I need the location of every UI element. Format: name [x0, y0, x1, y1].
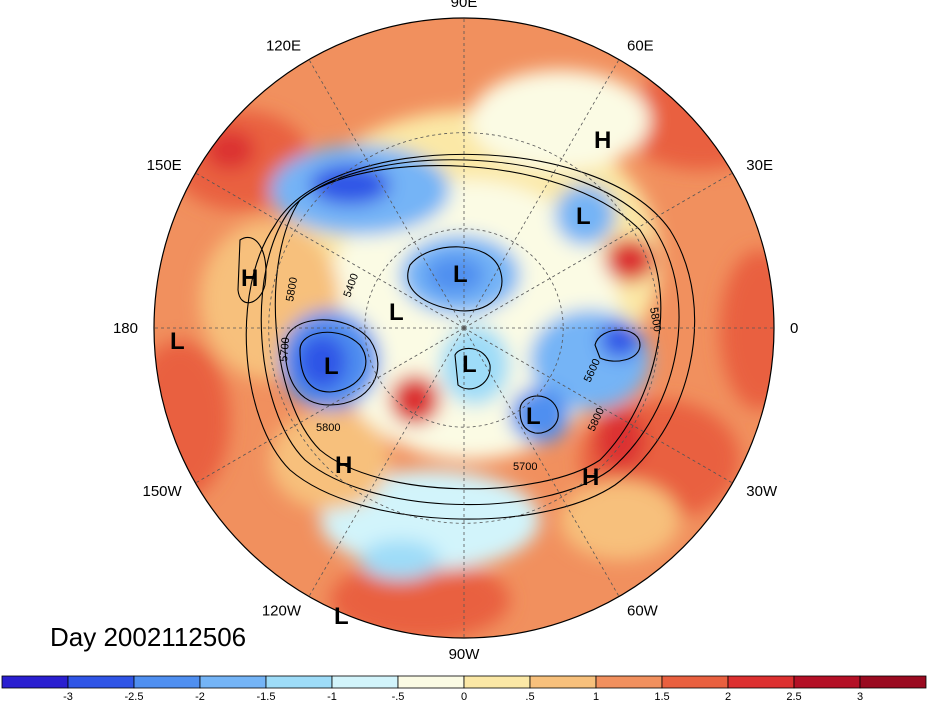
meridian-line	[463, 172, 733, 329]
high-pressure-center: H	[241, 265, 258, 292]
meridian-line	[308, 59, 465, 329]
colorbar-swatch	[859, 675, 927, 689]
colorbar-swatch	[793, 675, 861, 689]
meridian-line	[195, 172, 465, 329]
meridian-line	[195, 327, 465, 484]
colorbar-tick-label: 1	[593, 691, 599, 702]
colorbar: -3 -2.5 -2 -1.5 -1 -.5 0 .5 1 1.5 2 2.5 3	[1, 675, 927, 702]
colorbar-swatch	[661, 675, 729, 689]
latitude-circle	[364, 228, 564, 428]
colorbar-tick-label: 3	[857, 691, 863, 702]
graticule	[154, 18, 774, 638]
low-pressure-center: L	[526, 403, 541, 430]
longitude-label: 180	[113, 320, 138, 337]
colorbar-swatch	[529, 675, 597, 689]
map-title: Day 2002112506	[50, 622, 246, 652]
colorbar-swatch	[331, 675, 399, 689]
longitude-label: 90W	[449, 646, 481, 663]
colorbar-tick-label: .5	[525, 691, 534, 702]
colorbar-swatch	[463, 675, 531, 689]
meridian-line	[308, 327, 465, 597]
longitude-label: 90E	[451, 0, 478, 11]
pressure-centers: H H L L L L L L H H L L	[170, 127, 611, 630]
colorbar-tick-label: 2	[725, 691, 731, 702]
colorbar-swatch	[1, 675, 69, 689]
meridian-line	[463, 327, 620, 597]
low-pressure-center: L	[453, 261, 468, 288]
colorbar-swatch	[133, 675, 201, 689]
map-boundary	[153, 17, 775, 639]
longitude-label: 150W	[143, 483, 183, 500]
colorbar-swatch	[397, 675, 465, 689]
colorbar-tick-label: 1.5	[654, 691, 669, 702]
colorbar-tick-label: -2	[195, 691, 205, 702]
low-pressure-center: L	[334, 603, 349, 630]
low-pressure-center: L	[389, 299, 404, 326]
colorbar-swatch	[265, 675, 333, 689]
colorbar-tick-label: -3	[63, 691, 73, 702]
high-pressure-center: H	[335, 452, 352, 479]
colorbar-tick-label: -2.5	[125, 691, 144, 702]
low-pressure-center: L	[462, 351, 477, 378]
contour-label: 5800	[284, 276, 300, 302]
colorbar-tick-label: 0	[461, 691, 467, 702]
longitude-label: 120W	[262, 602, 302, 619]
low-pressure-center: L	[170, 328, 185, 355]
contour-label: 5700	[278, 337, 292, 362]
longitude-label: 30W	[746, 483, 778, 500]
longitude-label: 120E	[266, 38, 301, 55]
colorbar-tick-label: -.5	[392, 691, 405, 702]
height-contours	[237, 153, 696, 520]
longitude-label: 30E	[746, 157, 773, 174]
colorbar-swatch	[727, 675, 795, 689]
high-pressure-center: H	[582, 464, 599, 491]
contour-label: 5800	[647, 306, 663, 332]
low-pressure-center: L	[576, 203, 591, 230]
colorbar-tick-label: 2.5	[786, 691, 801, 702]
colorbar-tick-label: -1	[327, 691, 337, 702]
contour-label: 5800	[316, 422, 340, 434]
longitude-label: 150E	[147, 157, 182, 174]
meridian-line	[463, 59, 620, 329]
latitude-circle	[268, 132, 660, 524]
longitude-label: 60W	[627, 602, 659, 619]
colorbar-swatch	[595, 675, 663, 689]
longitude-labels: 90E 60E 30E 0 30W 60W 90W 120W 150W 180 150E 120E	[113, 0, 798, 663]
meridian-line	[463, 327, 733, 484]
low-pressure-center: L	[324, 353, 339, 380]
contour-label: 5700	[513, 461, 537, 473]
colorbar-swatch	[199, 675, 267, 689]
high-pressure-center: H	[594, 127, 611, 154]
longitude-label: 0	[790, 320, 798, 337]
colorbar-tick-label: -1.5	[257, 691, 276, 702]
colorbar-swatch	[67, 675, 135, 689]
longitude-label: 60E	[627, 38, 654, 55]
